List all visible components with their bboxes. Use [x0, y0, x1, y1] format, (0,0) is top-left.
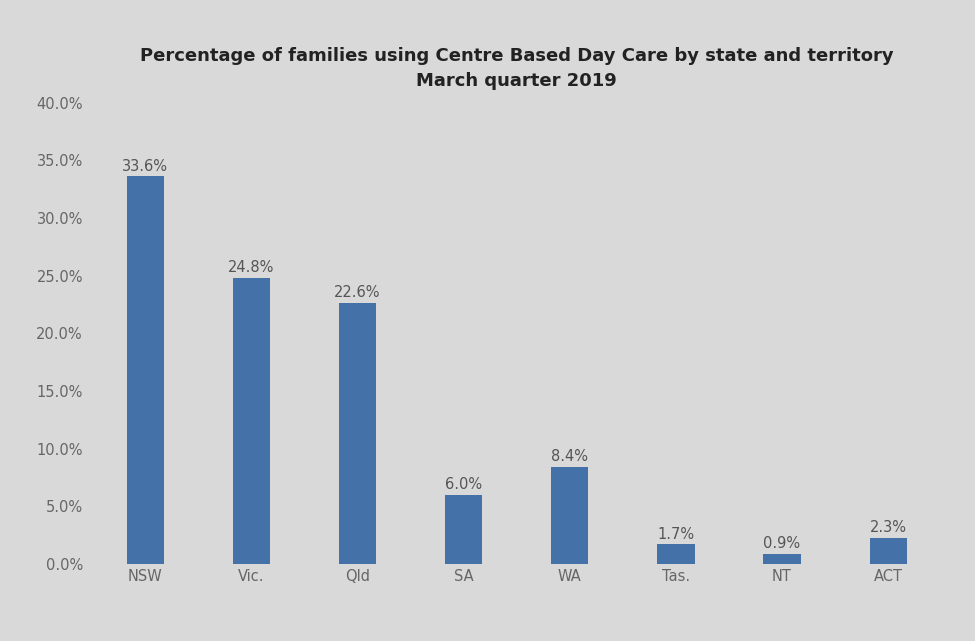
Text: 24.8%: 24.8% [228, 260, 275, 275]
Bar [127, 176, 164, 564]
Text: 33.6%: 33.6% [122, 158, 169, 174]
Bar [657, 544, 694, 564]
Text: 2.3%: 2.3% [870, 520, 907, 535]
Bar [446, 495, 483, 564]
Text: 6.0%: 6.0% [446, 477, 483, 492]
Bar [870, 538, 907, 564]
Text: 8.4%: 8.4% [551, 449, 588, 464]
Bar [233, 278, 270, 564]
Bar [551, 467, 588, 564]
Title: Percentage of families using Centre Based Day Care by state and territory
March : Percentage of families using Centre Base… [140, 47, 893, 90]
Text: 0.9%: 0.9% [763, 536, 800, 551]
Bar [339, 303, 376, 564]
Text: 1.7%: 1.7% [657, 526, 694, 542]
Bar [763, 554, 800, 564]
Text: 22.6%: 22.6% [334, 285, 381, 301]
